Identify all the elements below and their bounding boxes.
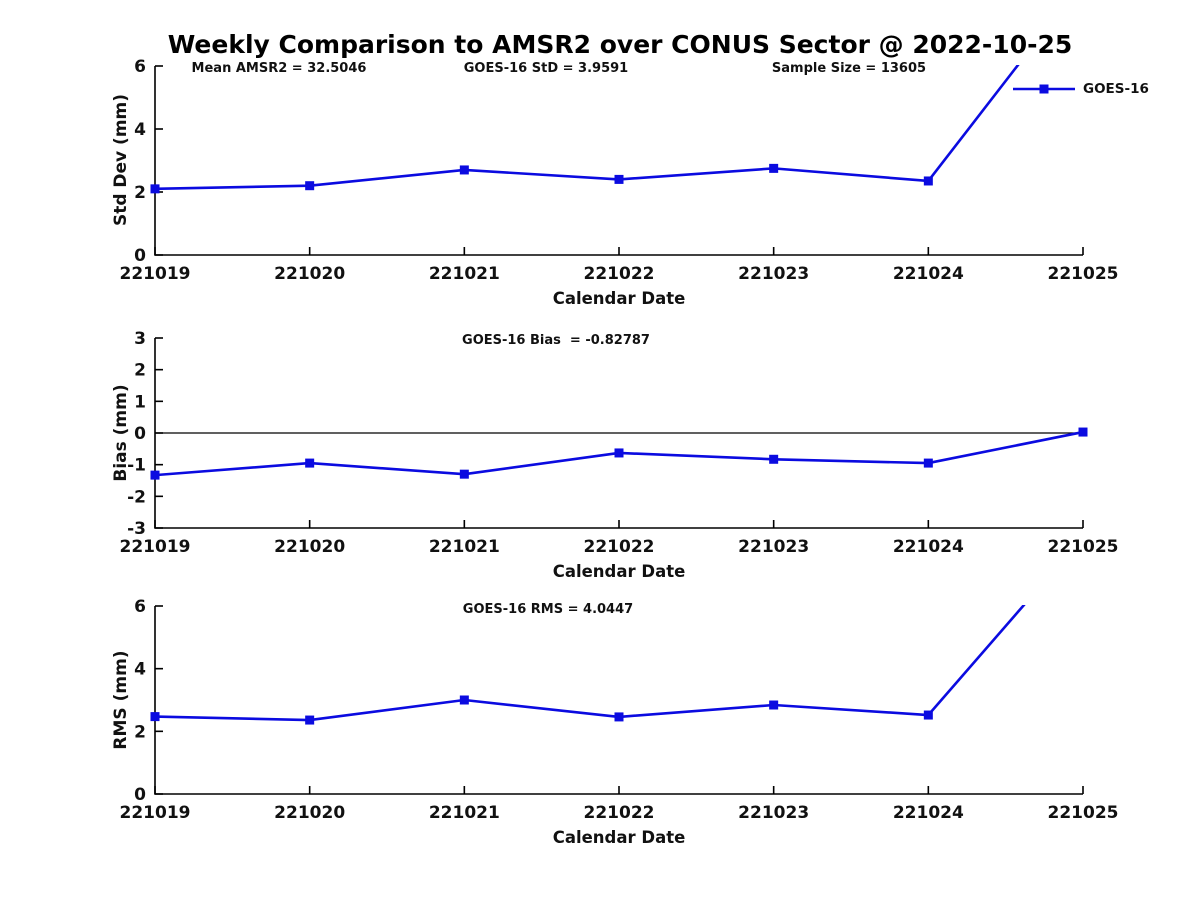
data-point-marker [614,448,624,458]
xlabel-calendar-date-1: Calendar Date [552,289,686,308]
y-tick-label: 2 [134,183,146,203]
data-point-marker [459,469,469,479]
annotation-sample-size: Sample Size = 13605 [771,61,927,76]
x-tick-label: 221024 [893,537,964,557]
x-tick-label: 221022 [584,803,655,823]
y-tick-label: 0 [134,785,146,805]
x-tick-label: 221019 [120,264,191,284]
x-tick-label: 221020 [274,803,345,823]
legend-marker-icon [1039,84,1049,94]
x-tick-label: 221019 [120,803,191,823]
data-point-marker [614,712,624,722]
x-tick-label: 221019 [120,537,191,557]
data-point-marker [923,710,933,720]
x-tick-label: 221024 [893,803,964,823]
x-tick-label: 221020 [274,537,345,557]
y-tick-label: -1 [127,456,146,476]
data-point-marker [305,181,315,191]
y-tick-label: 2 [134,361,146,381]
y-tick-label: 6 [134,57,146,77]
annotation-goes16-rms: GOES-16 RMS = 4.0447 [462,602,634,617]
data-point-marker [150,470,160,480]
data-point-marker [150,712,160,722]
x-tick-label: 221024 [893,264,964,284]
data-point-marker [459,165,469,175]
goes16-line [155,65,1020,191]
data-point-marker [150,184,160,194]
xlabel-calendar-date-2: Calendar Date [552,562,686,581]
x-tick-label: 221025 [1048,537,1119,557]
y-tick-label: 4 [134,120,146,140]
data-point-marker [769,700,779,710]
y-tick-label: 1 [134,392,146,412]
x-tick-label: 221022 [584,537,655,557]
x-tick-label: 221022 [584,264,655,284]
ylabel-std-dev: Std Dev (mm) [111,93,131,227]
legend-line-icon [1013,84,1075,94]
annotation-mean-amsr2: Mean AMSR2 = 32.5046 [191,61,367,76]
y-tick-label: 3 [134,329,146,349]
data-point-marker [769,454,779,464]
ylabel-rms: RMS (mm) [111,650,131,750]
y-tick-label: -3 [127,519,146,539]
axis-frame [154,606,1083,795]
x-tick-label: 221025 [1048,264,1119,284]
x-tick-label: 221023 [738,537,809,557]
y-tick-label: 6 [134,597,146,617]
data-point-marker [769,163,779,173]
data-point-marker [923,458,933,468]
x-tick-label: 221023 [738,264,809,284]
y-tick-label: -2 [127,487,146,507]
y-tick-label: 4 [134,660,146,680]
y-tick-label: 0 [134,246,146,266]
data-point-marker [305,458,315,468]
annotation-goes16-bias: GOES-16 Bias = -0.82787 [462,333,650,348]
data-point-marker [459,695,469,705]
x-tick-label: 221020 [274,264,345,284]
x-tick-label: 221021 [429,803,500,823]
x-tick-label: 221023 [738,803,809,823]
legend: GOES-16 [1012,81,1149,97]
y-tick-label: 0 [134,424,146,444]
data-point-marker [1078,427,1088,437]
data-point-marker [614,174,624,184]
y-tick-label: 2 [134,722,146,742]
annotation-goes16-std: GOES-16 StD = 3.9591 [463,61,629,76]
ylabel-bias: Bias (mm) [111,384,131,482]
x-tick-label: 221025 [1048,803,1119,823]
figure-title: Weekly Comparison to AMSR2 over CONUS Se… [167,30,1073,59]
x-tick-label: 221021 [429,537,500,557]
legend-label: GOES-16 [1083,81,1149,97]
x-tick-label: 221021 [429,264,500,284]
xlabel-calendar-date-3: Calendar Date [552,828,686,847]
data-point-marker [923,176,933,186]
data-point-marker [305,715,315,725]
